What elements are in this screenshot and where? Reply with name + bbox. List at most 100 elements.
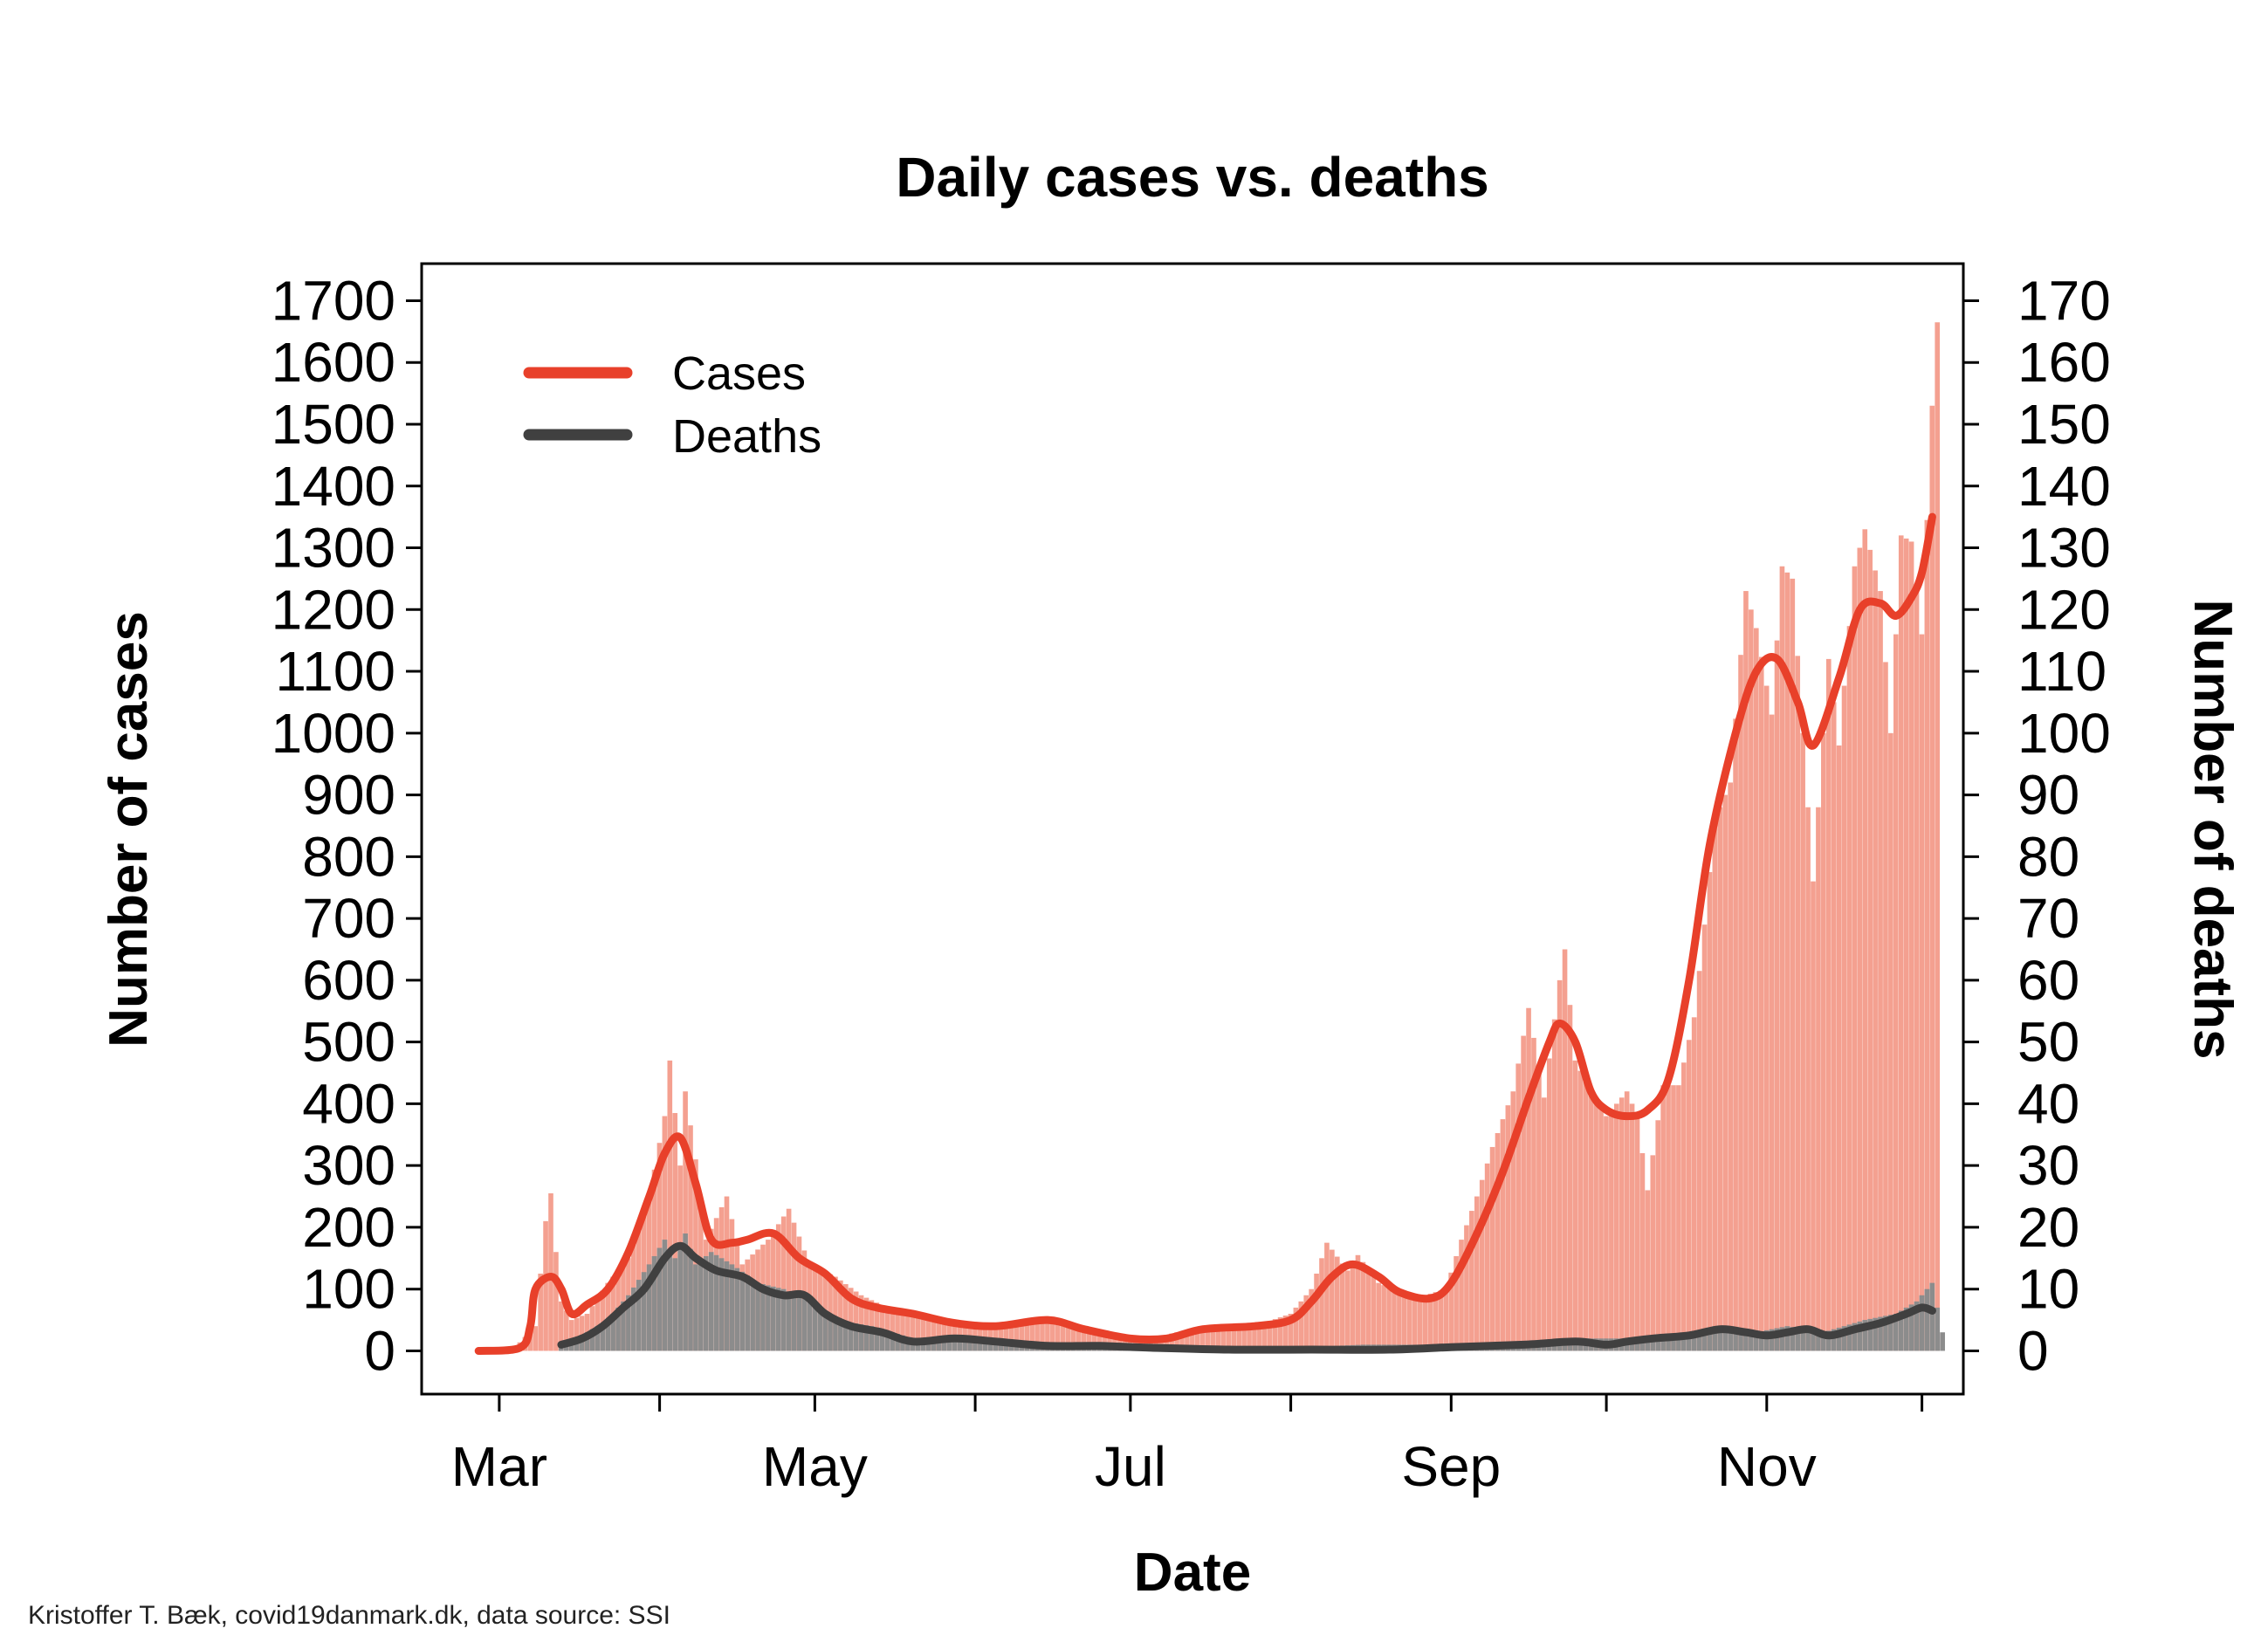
cases-bar [589, 1306, 595, 1351]
cases-bar [1386, 1287, 1392, 1351]
cases-bar [1681, 1062, 1687, 1351]
cases-bar [915, 1315, 921, 1351]
cases-bar [1464, 1225, 1469, 1351]
cases-bar [1282, 1316, 1289, 1351]
cases-bar [936, 1320, 942, 1351]
cases-bar [1758, 656, 1764, 1351]
deaths-bar [982, 1339, 988, 1351]
deaths-bar [842, 1322, 849, 1351]
cases-bar [1427, 1294, 1433, 1351]
deaths-bar [1821, 1332, 1826, 1351]
cases-bar [1666, 1085, 1671, 1351]
cases-bar [920, 1316, 926, 1351]
cases-bar [1314, 1274, 1319, 1351]
cases-bar [1521, 1035, 1526, 1351]
cases-bar [1577, 1070, 1584, 1351]
deaths-bar [1666, 1338, 1671, 1351]
cases-bar [1448, 1272, 1454, 1351]
deaths-bar [1738, 1330, 1743, 1351]
cases-bar [1567, 1005, 1573, 1351]
cases-bar [775, 1224, 781, 1351]
deaths-bar [1836, 1327, 1842, 1351]
cases-bar [662, 1116, 668, 1351]
cases-bar [1536, 1068, 1542, 1351]
cases-bar [1510, 1091, 1516, 1351]
cases-bar [1330, 1249, 1335, 1351]
y-right-tick-label: 90 [2017, 764, 2079, 827]
y-right-tick-label: 0 [2017, 1319, 2049, 1382]
cases-bar [1484, 1163, 1490, 1351]
deaths-bar [978, 1339, 983, 1351]
deaths-bar [677, 1246, 683, 1351]
cases-bar [1542, 1097, 1547, 1351]
deaths-bar [703, 1255, 709, 1351]
cases-bar [833, 1276, 838, 1351]
cases-bar [1199, 1326, 1206, 1351]
cases-bar [1619, 1097, 1625, 1351]
cases-bars [486, 322, 1941, 1351]
cases-bar [1629, 1103, 1635, 1351]
cases-bar [858, 1295, 864, 1351]
cases-bar [538, 1274, 543, 1351]
y-left-tick-label: 500 [302, 1011, 395, 1074]
cases-bar [1613, 1103, 1619, 1351]
cases-bar [1749, 609, 1754, 1351]
cases-bar [1045, 1320, 1050, 1351]
cases-bar [1081, 1330, 1087, 1351]
deaths-bar [713, 1254, 719, 1351]
cases-bar [1557, 979, 1563, 1351]
deaths-bar [848, 1323, 854, 1351]
cases-bar [574, 1317, 580, 1351]
chart-title: Daily cases vs. deaths [896, 146, 1489, 209]
deaths-bar [636, 1280, 642, 1351]
cases-bar [1701, 924, 1708, 1351]
cases-bar [890, 1309, 895, 1351]
deaths-bar [579, 1335, 585, 1351]
y-right-tick-label: 10 [2017, 1258, 2079, 1321]
cases-bar [1914, 587, 1920, 1351]
cases-bar [1707, 872, 1713, 1351]
deaths-bar [662, 1240, 668, 1351]
cases-bar [1738, 655, 1743, 1351]
deaths-bar [1691, 1333, 1697, 1351]
cases-bar [1479, 1179, 1485, 1351]
cases-bar [1908, 541, 1914, 1351]
cases-bar [1402, 1294, 1407, 1351]
deaths-bar [812, 1305, 818, 1351]
cases-bar [1634, 1116, 1640, 1351]
cases-bar [1267, 1321, 1273, 1351]
deaths-bar [1898, 1310, 1904, 1351]
y-left-tick-label: 1700 [271, 269, 395, 332]
deaths-bar [1841, 1326, 1847, 1351]
cases-bar [998, 1323, 1004, 1351]
cases-bar [1433, 1292, 1439, 1351]
cases-bar [1852, 566, 1858, 1351]
cases-bar [931, 1318, 937, 1351]
deaths-bar [1769, 1329, 1775, 1351]
deaths-bar [1008, 1343, 1014, 1351]
cases-bar [1344, 1270, 1350, 1351]
y-right-tick-label: 80 [2017, 825, 2079, 888]
x-axis-title: Date [1134, 1543, 1251, 1603]
cases-bar [1215, 1326, 1221, 1351]
deaths-bar [796, 1296, 802, 1351]
deaths-bar [1763, 1330, 1770, 1351]
cases-bar [1645, 1190, 1651, 1351]
cases-bar [1624, 1091, 1630, 1351]
y-left-tick-label: 900 [302, 764, 395, 827]
cases-bar [1371, 1275, 1377, 1351]
deaths-bar [1743, 1330, 1749, 1351]
cases-bar [1639, 1153, 1646, 1351]
cases-bar [1190, 1328, 1195, 1351]
deaths-bar [1790, 1327, 1796, 1351]
deaths-bar [1816, 1331, 1821, 1351]
deaths-bar [667, 1248, 673, 1351]
deaths-bar [729, 1264, 735, 1351]
cases-bar [1790, 578, 1796, 1351]
deaths-bar [869, 1326, 875, 1351]
deaths-bar [1873, 1317, 1878, 1351]
deaths-bar [651, 1255, 657, 1351]
cases-bar [1065, 1326, 1071, 1351]
deaths-bar [1676, 1338, 1681, 1351]
